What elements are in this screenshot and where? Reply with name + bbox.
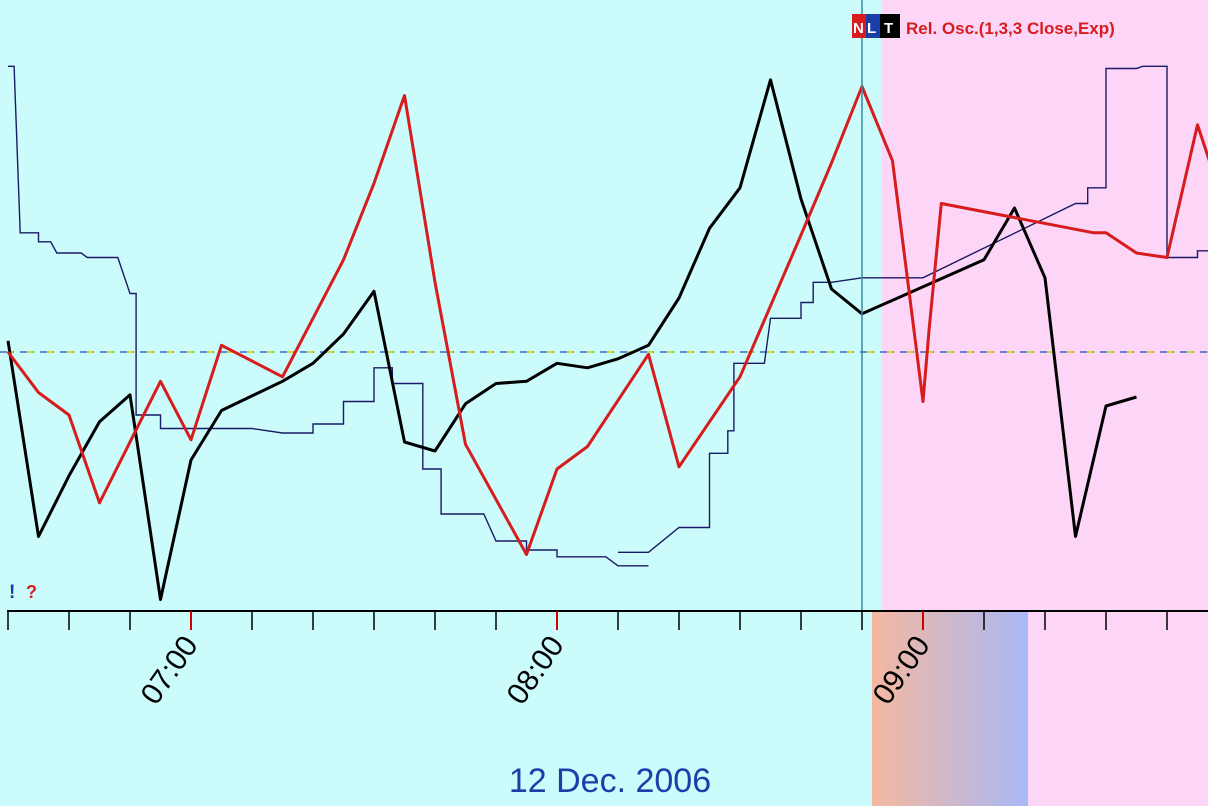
question-marker: ? [26, 582, 37, 602]
cursor-time-highlight [872, 611, 1028, 806]
legend-box-n[interactable] [852, 14, 866, 38]
date-label: 12 Dec. 2006 [509, 762, 711, 800]
legend-box-n-label: N [853, 20, 864, 37]
legend-box-t-label: T [884, 20, 893, 37]
legend-box-t[interactable] [880, 14, 900, 38]
black-oscillator-line [6, 78, 1137, 601]
red-oscillator-line [6, 85, 1208, 556]
legend-box-l[interactable] [866, 14, 880, 38]
legend[interactable]: N L T Rel. Osc.(1,3,3 Close,Exp) [852, 14, 1115, 38]
legend-box-l-label: L [867, 20, 876, 37]
exclamation-marker: ! [9, 582, 15, 603]
step-line-2 [618, 65, 1208, 553]
after-session-background [882, 0, 1208, 610]
legend-title: Rel. Osc.(1,3,3 Close,Exp) [906, 19, 1115, 38]
x-axis-ticks [7, 611, 1168, 630]
after-session-axis-background [1028, 611, 1208, 806]
step-line-1 [8, 65, 649, 567]
